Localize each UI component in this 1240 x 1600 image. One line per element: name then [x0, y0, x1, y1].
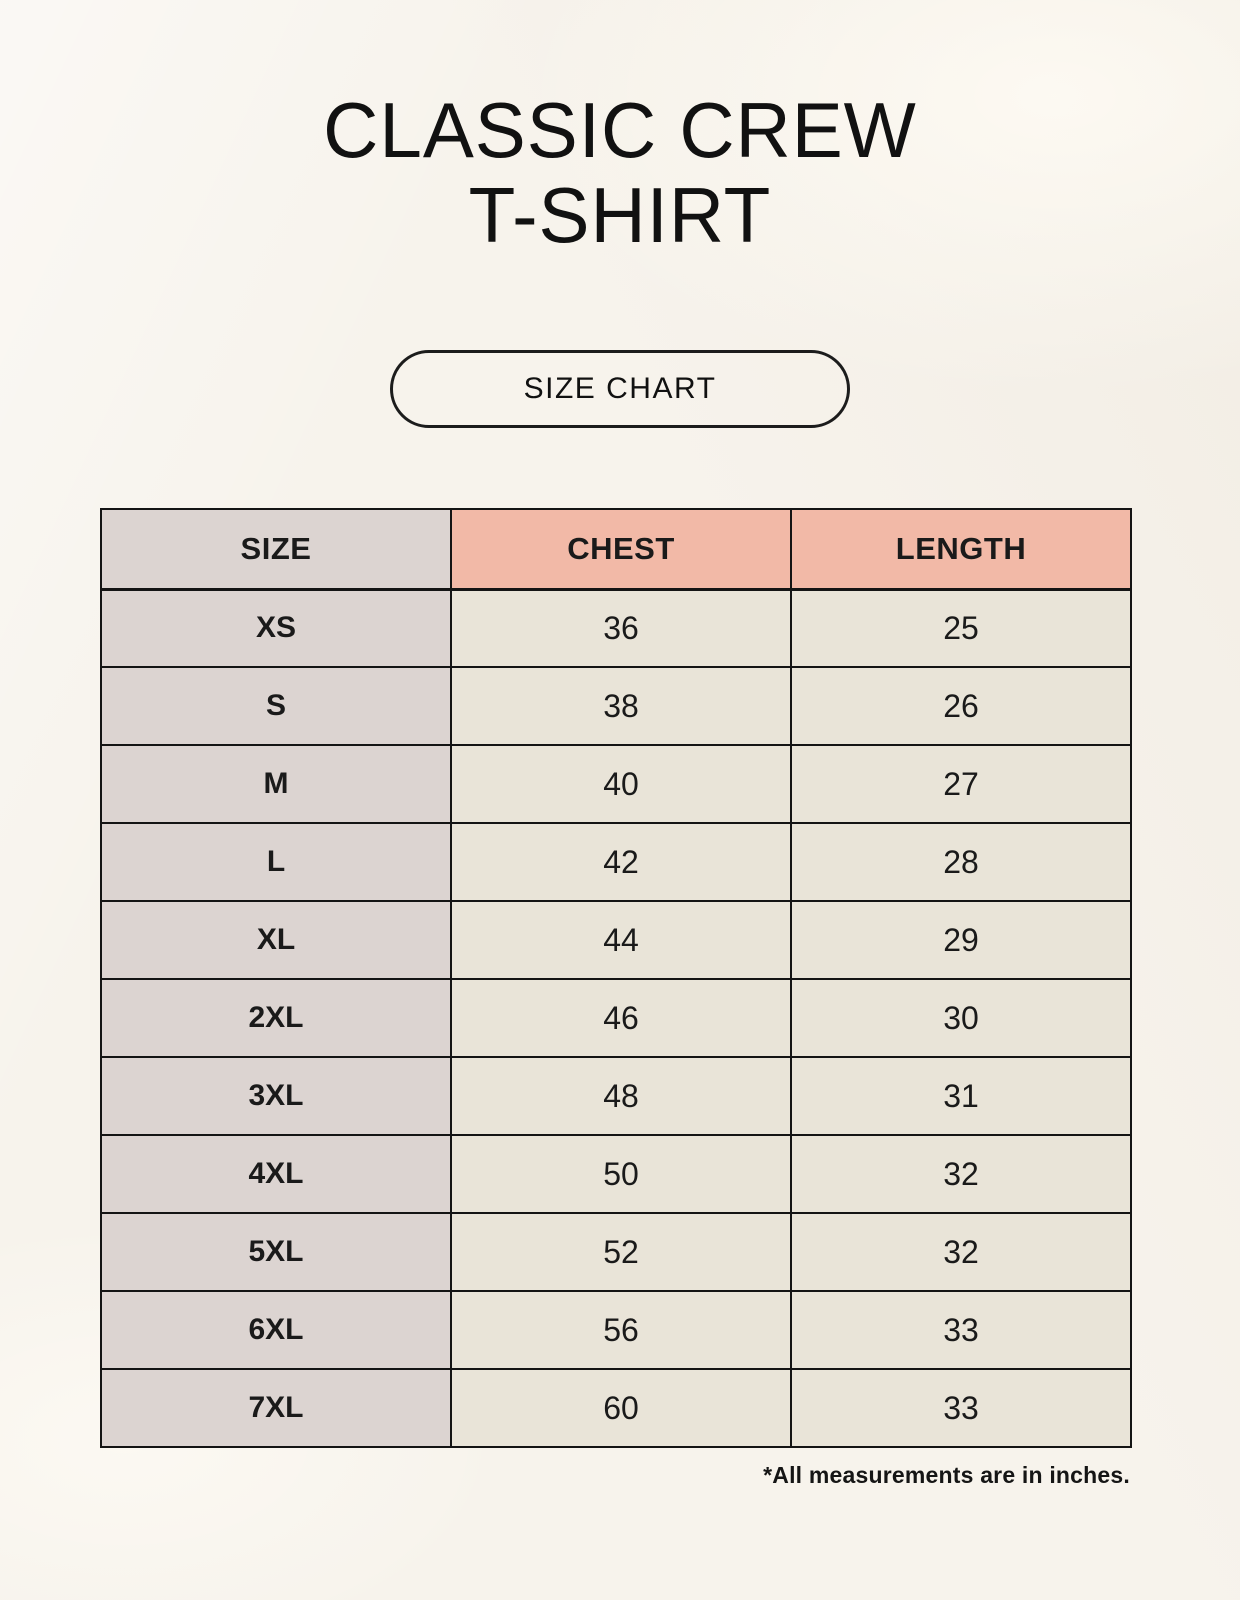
chest-cell: 38: [450, 666, 792, 746]
table-row: XS 36 25: [100, 588, 1132, 668]
page-title: CLASSIC CREW T-SHIRT: [323, 86, 917, 259]
size-cell: 2XL: [100, 978, 452, 1058]
size-chart-table: SIZE CHEST LENGTH XS 36 25 S 38 26 M 40 …: [100, 508, 1132, 1448]
column-header-length: LENGTH: [790, 508, 1132, 591]
chest-cell: 40: [450, 744, 792, 824]
length-cell: 32: [790, 1134, 1132, 1214]
table-row: 7XL 60 33: [100, 1368, 1132, 1448]
chest-cell: 52: [450, 1212, 792, 1292]
chest-cell: 44: [450, 900, 792, 980]
length-cell: 30: [790, 978, 1132, 1058]
table-row: 4XL 50 32: [100, 1134, 1132, 1214]
size-cell: S: [100, 666, 452, 746]
table-row: 2XL 46 30: [100, 978, 1132, 1058]
table-row: S 38 26: [100, 666, 1132, 746]
chest-cell: 36: [450, 588, 792, 668]
length-cell: 32: [790, 1212, 1132, 1292]
length-cell: 33: [790, 1290, 1132, 1370]
chest-cell: 60: [450, 1368, 792, 1448]
chest-cell: 42: [450, 822, 792, 902]
table-header-row: SIZE CHEST LENGTH: [100, 508, 1132, 591]
table-body: XS 36 25 S 38 26 M 40 27 L 42 28 XL 44: [100, 588, 1132, 1448]
size-cell: 6XL: [100, 1290, 452, 1370]
chest-cell: 50: [450, 1134, 792, 1214]
size-cell: 5XL: [100, 1212, 452, 1292]
length-cell: 25: [790, 588, 1132, 668]
length-cell: 33: [790, 1368, 1132, 1448]
measurements-footnote: *All measurements are in inches.: [763, 1462, 1130, 1488]
chest-cell: 48: [450, 1056, 792, 1136]
size-cell: XS: [100, 588, 452, 668]
column-header-size: SIZE: [100, 508, 452, 591]
table-row: L 42 28: [100, 822, 1132, 902]
table-row: 6XL 56 33: [100, 1290, 1132, 1370]
table-row: M 40 27: [100, 744, 1132, 824]
size-cell: 7XL: [100, 1368, 452, 1448]
table-header: SIZE CHEST LENGTH: [100, 508, 1132, 591]
length-cell: 28: [790, 822, 1132, 902]
chest-cell: 56: [450, 1290, 792, 1370]
size-cell: 4XL: [100, 1134, 452, 1214]
length-cell: 29: [790, 900, 1132, 980]
size-chart-button[interactable]: SIZE CHART: [390, 350, 850, 428]
column-header-chest: CHEST: [450, 508, 792, 591]
length-cell: 27: [790, 744, 1132, 824]
table-row: XL 44 29: [100, 900, 1132, 980]
size-cell: XL: [100, 900, 452, 980]
size-cell: M: [100, 744, 452, 824]
chest-cell: 46: [450, 978, 792, 1058]
length-cell: 31: [790, 1056, 1132, 1136]
length-cell: 26: [790, 666, 1132, 746]
table-row: 3XL 48 31: [100, 1056, 1132, 1136]
size-cell: L: [100, 822, 452, 902]
size-cell: 3XL: [100, 1056, 452, 1136]
table-row: 5XL 52 32: [100, 1212, 1132, 1292]
